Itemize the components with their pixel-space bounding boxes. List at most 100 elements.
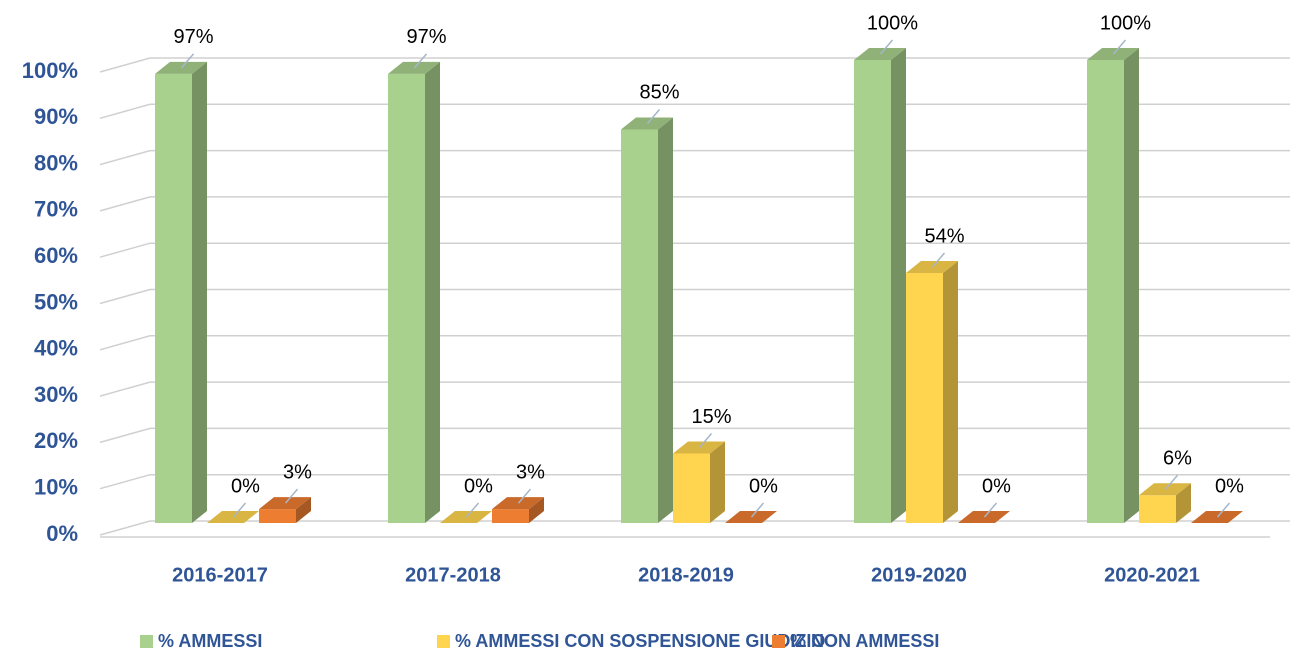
grid-line xyxy=(99,57,1290,73)
legend-label: % NON AMMESSI xyxy=(790,631,939,651)
y-tick-label: 90% xyxy=(34,104,78,129)
bar-top xyxy=(906,260,958,273)
bar xyxy=(207,511,259,523)
bar-side xyxy=(658,117,673,523)
y-tick-label: 0% xyxy=(46,521,78,546)
bar-front xyxy=(155,73,192,523)
bar-top xyxy=(1087,48,1139,60)
value-label: 15% xyxy=(691,406,731,428)
bar-side xyxy=(943,260,958,523)
leader-line xyxy=(646,108,661,124)
bar xyxy=(673,441,725,523)
leader-line xyxy=(1216,502,1231,518)
legend-label: % AMMESSI xyxy=(158,631,262,651)
leader-line xyxy=(232,502,247,518)
grid-line xyxy=(99,520,1290,536)
bar xyxy=(388,61,440,523)
x-tick-label: 2016-2017 xyxy=(172,564,268,586)
bar xyxy=(621,117,673,523)
bar-side xyxy=(529,497,544,523)
bar-side xyxy=(891,48,906,523)
bar xyxy=(259,497,311,523)
x-tick-label: 2017-2018 xyxy=(405,564,501,586)
bar-top xyxy=(673,441,725,454)
value-label: 54% xyxy=(924,225,964,247)
bar-top xyxy=(958,511,1010,523)
bar xyxy=(440,511,492,523)
leader-line xyxy=(698,433,713,449)
bar-top xyxy=(388,61,440,74)
leader-line xyxy=(879,39,894,55)
value-label: 97% xyxy=(406,26,446,48)
x-tick-label: 2020-2021 xyxy=(1104,564,1200,586)
bar-front xyxy=(673,453,710,523)
legend-swatch xyxy=(772,635,785,648)
leader-line xyxy=(413,53,428,69)
x-tick-label: 2018-2019 xyxy=(638,564,734,586)
value-label: 0% xyxy=(749,475,778,497)
bar-top xyxy=(1139,483,1191,496)
bar-front xyxy=(492,509,529,523)
legend-swatch xyxy=(437,635,450,648)
bar-front xyxy=(621,129,658,523)
bar-front xyxy=(1139,495,1176,523)
y-tick-label: 50% xyxy=(34,289,78,314)
bar-top xyxy=(1191,511,1243,523)
bar-front xyxy=(388,73,425,523)
y-tick-label: 100% xyxy=(22,58,78,83)
bar-top xyxy=(854,48,906,60)
y-tick-label: 60% xyxy=(34,243,78,268)
bar xyxy=(725,511,777,523)
bar-top xyxy=(492,497,544,510)
y-tick-label: 80% xyxy=(34,150,78,175)
bar-top xyxy=(725,511,777,523)
bar xyxy=(854,48,906,523)
y-tick-label: 20% xyxy=(34,428,78,453)
leader-line xyxy=(931,252,946,268)
leader-line xyxy=(1164,474,1179,490)
bar xyxy=(1087,48,1139,523)
value-label: 100% xyxy=(867,12,918,34)
leader-line xyxy=(517,488,532,504)
leader-line xyxy=(180,53,195,69)
value-label: 97% xyxy=(173,26,213,48)
bar-front xyxy=(259,509,296,523)
bar-front xyxy=(906,272,943,523)
bar-top xyxy=(259,497,311,510)
leader-line xyxy=(1112,39,1127,55)
value-label: 3% xyxy=(283,461,312,483)
y-tick-label: 30% xyxy=(34,382,78,407)
grid-line xyxy=(99,149,1290,166)
legend-swatch xyxy=(140,635,153,648)
bar xyxy=(958,511,1010,523)
value-label: 100% xyxy=(1100,12,1151,34)
bar xyxy=(1139,483,1191,523)
value-label: 0% xyxy=(982,475,1011,497)
bar-side xyxy=(1176,483,1191,523)
value-label: 0% xyxy=(1215,475,1244,497)
leader-line xyxy=(983,502,998,518)
bar xyxy=(492,497,544,523)
bar xyxy=(906,260,958,523)
grid-line xyxy=(99,242,1290,258)
bar-top xyxy=(155,61,207,74)
value-label: 0% xyxy=(231,475,260,497)
bar-front xyxy=(1087,60,1124,523)
legend-label: % AMMESSI CON SOSPENSIONE GIUDIZIO xyxy=(455,631,825,651)
bar-side xyxy=(1124,48,1139,523)
bar-side xyxy=(710,441,725,523)
leader-line xyxy=(465,502,480,518)
leader-line xyxy=(750,502,765,518)
bar xyxy=(1191,511,1243,523)
grid-line xyxy=(99,196,1290,212)
grid-line xyxy=(99,103,1290,120)
bar-top xyxy=(621,117,673,130)
value-label: 3% xyxy=(516,461,545,483)
leader-line xyxy=(284,488,299,504)
value-label: 0% xyxy=(464,475,493,497)
bar-front xyxy=(854,60,891,523)
bar-side xyxy=(192,61,207,523)
y-tick-label: 40% xyxy=(34,336,78,361)
y-tick-label: 10% xyxy=(34,475,78,500)
